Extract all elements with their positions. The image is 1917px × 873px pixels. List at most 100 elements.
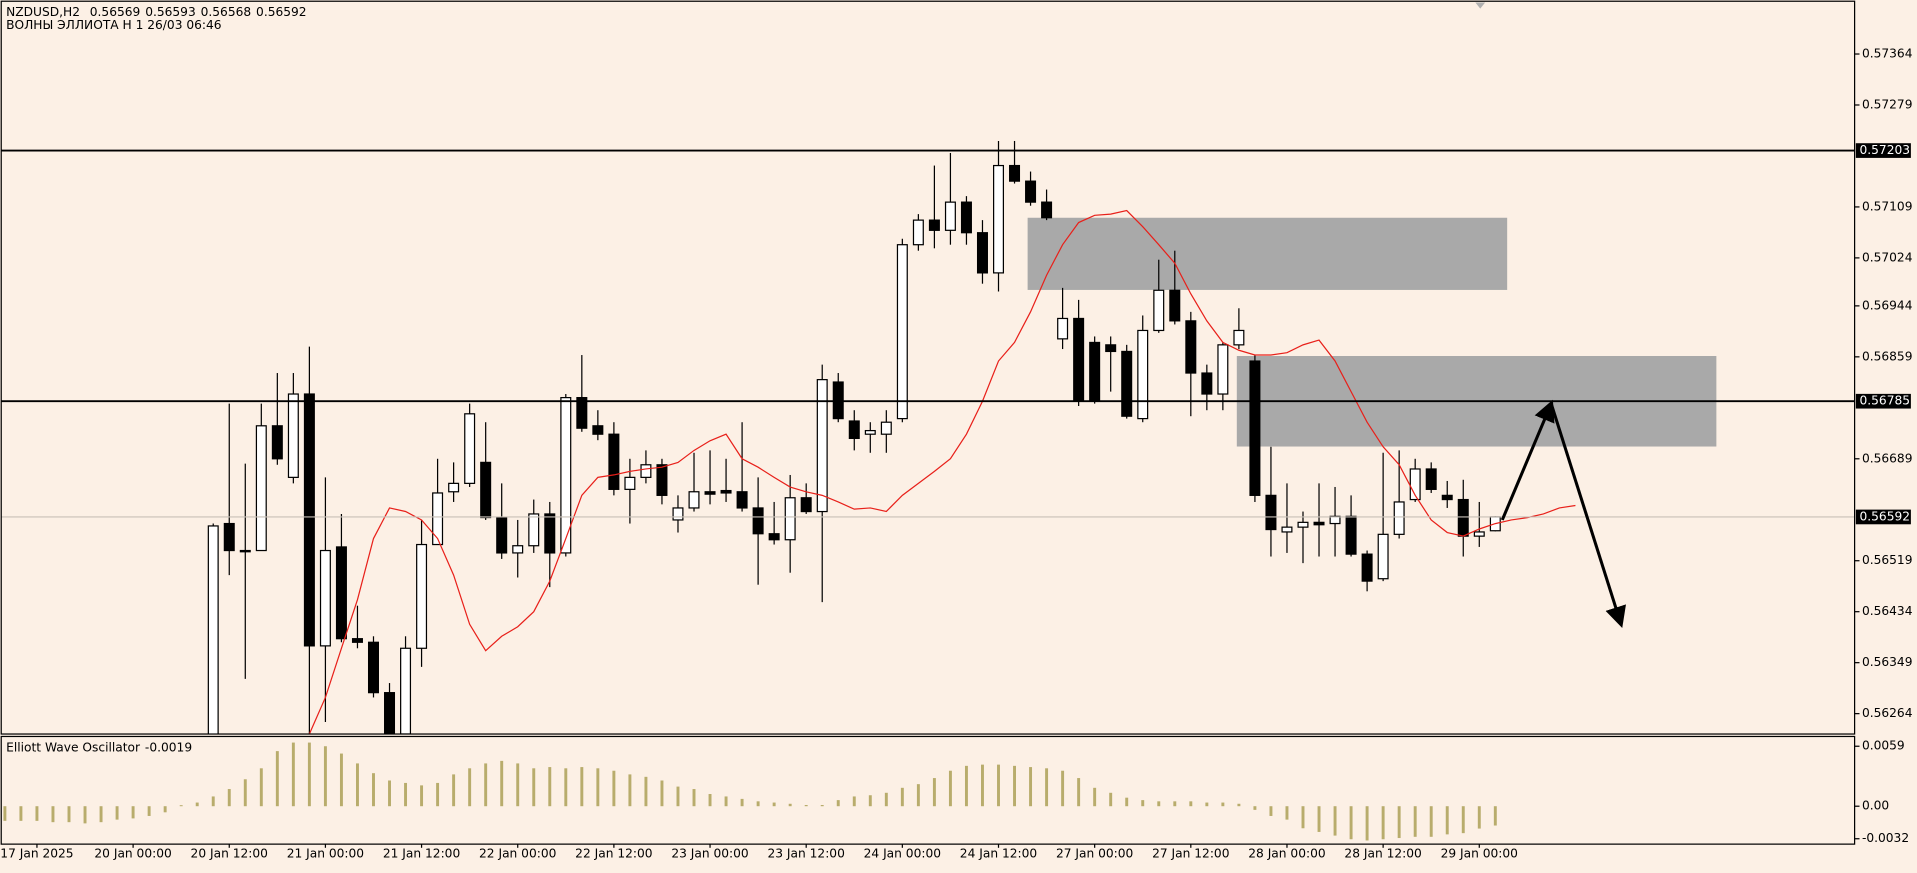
oscillator-bar	[307, 742, 311, 807]
indicator-tick-label: -0.0032	[1862, 831, 1909, 845]
x-tick-label: 24 Jan 12:00	[960, 846, 1037, 860]
candle-body	[1441, 494, 1453, 501]
oscillator-bar	[708, 794, 712, 807]
y-tick-label: 0.56859	[1862, 349, 1913, 363]
candle-body	[1249, 360, 1261, 496]
candle-body	[432, 492, 444, 546]
price-tag-label: 0.56785	[1860, 394, 1911, 408]
candle-body	[736, 491, 748, 509]
x-tick-label: 28 Jan 12:00	[1344, 846, 1421, 860]
candle-body	[335, 546, 347, 640]
oscillator-bar	[35, 806, 39, 821]
candle-body	[1105, 344, 1117, 353]
price-pane-border	[0, 0, 1856, 735]
oscillator-bar	[115, 806, 119, 820]
x-tick-label: 29 Jan 00:00	[1441, 846, 1518, 860]
oscillator-bar	[916, 784, 920, 807]
candle-body	[624, 476, 636, 490]
oscillator-bar	[1397, 806, 1401, 839]
oscillator-bar	[660, 780, 664, 807]
oscillator-bar	[964, 765, 968, 807]
price-tag-label: 0.56592	[1860, 509, 1911, 523]
price-pane	[1, 140, 1855, 735]
x-tick-label: 23 Jan 12:00	[768, 846, 845, 860]
candle-body	[448, 482, 460, 493]
oscillator-bar	[1413, 806, 1417, 837]
candle-body	[1297, 521, 1309, 528]
candle-body	[1025, 180, 1037, 203]
candle-body	[384, 692, 396, 735]
oscillator-bar	[468, 768, 472, 807]
oscillator-bar	[1173, 801, 1177, 807]
candle-body	[207, 525, 219, 735]
oscillator-bar	[1301, 806, 1305, 829]
y-tick-label: 0.57024	[1862, 250, 1913, 264]
candle-body	[544, 513, 556, 554]
candle-body	[464, 413, 476, 484]
candle-body	[1265, 494, 1277, 531]
oscillator-bar	[275, 751, 279, 807]
candle-body	[1281, 526, 1293, 533]
oscillator-bar	[1269, 806, 1273, 816]
x-tick-label: 17 Jan 2025	[0, 846, 73, 860]
candle-body	[576, 397, 588, 429]
candle-body	[303, 393, 315, 647]
oscillator-bar	[436, 782, 440, 807]
oscillator-bar	[1429, 806, 1433, 837]
oscillator-bar	[179, 805, 183, 807]
oscillator-bar	[516, 763, 520, 807]
oscillator-bar	[355, 763, 359, 807]
x-tick-label: 28 Jan 00:00	[1248, 846, 1325, 860]
candle-body	[287, 393, 299, 478]
oscillator-bar	[724, 796, 728, 807]
y-tick-label: 0.56944	[1862, 298, 1913, 312]
oscillator-bar	[388, 780, 391, 807]
candle-body	[1201, 372, 1213, 395]
candle-body	[319, 549, 331, 647]
oscillator-bar	[628, 774, 632, 807]
candle-body	[560, 397, 572, 554]
oscillator-bar	[420, 785, 424, 807]
price-tag	[1855, 143, 1911, 158]
oscillator-bar	[1317, 806, 1321, 832]
candle-body	[816, 379, 828, 513]
candle-body	[496, 516, 508, 554]
candle-body	[752, 507, 764, 535]
oscillator-bar	[1125, 797, 1129, 807]
oscillator-bar	[740, 798, 744, 807]
oscillator-bar	[981, 764, 984, 807]
oscillator-bar	[452, 774, 456, 807]
candle-body	[896, 244, 908, 420]
candle-body	[1057, 317, 1069, 340]
oscillator-bar	[99, 806, 103, 823]
low-value: 0.56568	[201, 5, 252, 19]
candle-body	[768, 533, 780, 541]
oscillator-pane-border	[0, 735, 1856, 845]
arrow	[1549, 403, 1626, 629]
price-tag	[1855, 393, 1911, 409]
oscillator-bar	[1445, 806, 1449, 835]
close-value: 0.56592	[256, 5, 307, 19]
symbol: NZDUSD,H2	[6, 5, 80, 19]
oscillator-bar	[291, 742, 295, 807]
x-tick-label: 27 Jan 00:00	[1056, 846, 1133, 860]
oscillator-bar	[756, 801, 760, 807]
indicator-label: Elliott Wave Oscillator -0.0019	[6, 740, 192, 754]
oscillator-bar	[339, 753, 343, 807]
shift-marker	[1475, 2, 1486, 9]
oscillator-bar	[788, 803, 792, 807]
oscillator-bar	[163, 806, 167, 813]
oscillator-bar	[1157, 801, 1161, 807]
x-tick-label: 20 Jan 00:00	[94, 846, 171, 860]
candle-body	[944, 201, 956, 231]
candle-body	[784, 497, 796, 541]
candle-body	[271, 425, 283, 460]
oscillator-bar	[227, 789, 231, 807]
candle-body	[255, 425, 267, 552]
oscillator-bar	[548, 767, 552, 807]
x-tick-label: 23 Jan 00:00	[671, 846, 748, 860]
oscillator-bar	[804, 804, 808, 807]
candle-body	[640, 464, 652, 478]
oscillator-bar	[644, 776, 648, 807]
